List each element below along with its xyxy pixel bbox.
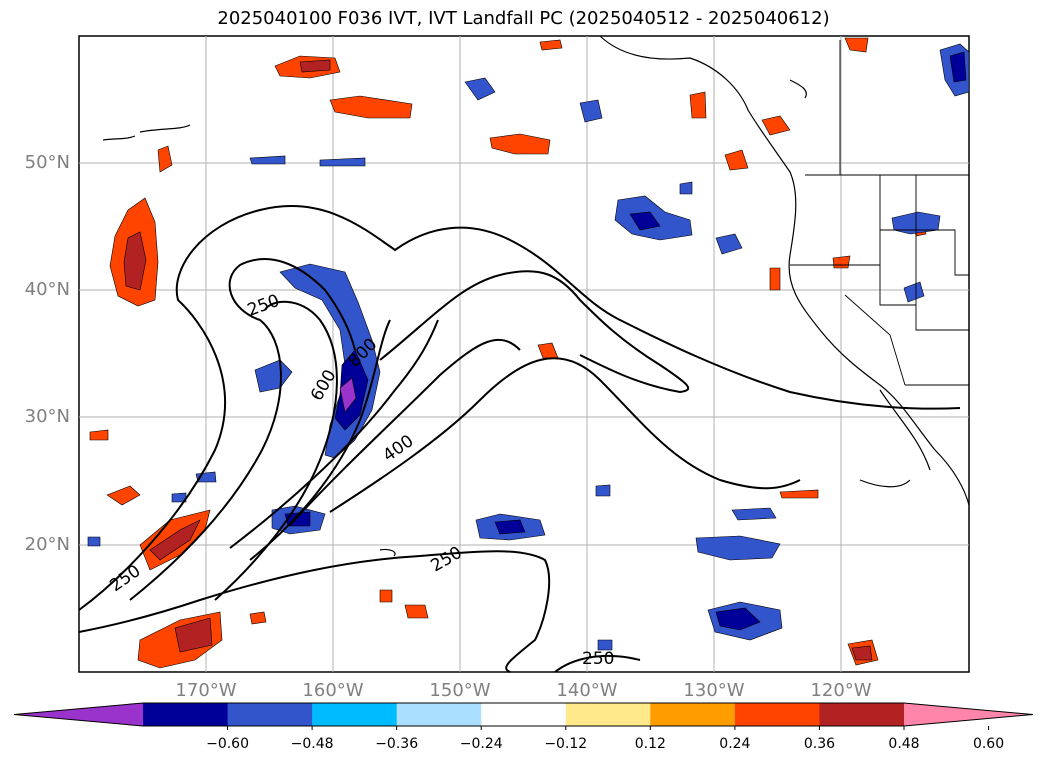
ivt-contours bbox=[78, 205, 961, 673]
map-panel: 250 800 600 400 250 250 250 bbox=[78, 35, 970, 673]
colorbar-tick-label: −0.12 bbox=[544, 736, 588, 752]
colorbar-over-extension bbox=[904, 703, 1033, 726]
map-frame bbox=[78, 35, 970, 673]
lat-tick-label: 40°N bbox=[24, 279, 70, 300]
negative-anomaly-fills bbox=[87, 43, 970, 651]
colorbar-cells bbox=[13, 702, 1034, 730]
contour-label: 250 bbox=[582, 649, 614, 669]
lon-tick-label: 150°W bbox=[429, 680, 491, 701]
lon-tick-label: 160°W bbox=[302, 680, 364, 701]
colorbar-cell bbox=[734, 703, 820, 726]
colorbar-cell bbox=[819, 703, 905, 726]
colorbar-cell bbox=[227, 703, 313, 726]
colorbar-tick-label: 0.24 bbox=[719, 736, 751, 752]
colorbar-tick-label: −0.48 bbox=[290, 736, 334, 752]
colorbar-tick-label: −0.24 bbox=[459, 736, 503, 752]
colorbar-tick-label: −0.36 bbox=[375, 736, 419, 752]
lon-tick-label: 130°W bbox=[683, 680, 745, 701]
colorbar-cell bbox=[650, 703, 736, 726]
political-borders bbox=[790, 40, 969, 386]
map-title: 2025040100 F036 IVT, IVT Landfall PC (20… bbox=[217, 8, 830, 29]
colorbar-cell bbox=[565, 703, 651, 726]
colorbar-tick-label: 0.48 bbox=[888, 736, 920, 752]
lat-tick-label: 50°N bbox=[24, 152, 70, 173]
colorbar-outline bbox=[13, 702, 1034, 727]
lon-tick-label: 120°W bbox=[810, 680, 872, 701]
colorbar-cell bbox=[481, 703, 567, 726]
colorbar-cell bbox=[143, 703, 229, 726]
lon-tick-label: 170°W bbox=[175, 680, 237, 701]
lat-tick-label: 20°N bbox=[24, 534, 70, 555]
colorbar-cell bbox=[396, 703, 482, 726]
colorbar-cell bbox=[312, 703, 398, 726]
colorbar-tick-label: −0.60 bbox=[206, 736, 249, 752]
colorbar-tick-label: 0.60 bbox=[972, 736, 1005, 752]
colorbar-tick-label: 0.12 bbox=[634, 736, 666, 752]
lon-tick-label: 140°W bbox=[556, 680, 618, 701]
graticule bbox=[79, 36, 969, 672]
lat-tick-label: 30°N bbox=[24, 406, 70, 427]
colorbar-under-extension bbox=[14, 703, 143, 726]
colorbar-tick-label: 0.36 bbox=[803, 736, 836, 752]
coastlines bbox=[102, 35, 970, 557]
